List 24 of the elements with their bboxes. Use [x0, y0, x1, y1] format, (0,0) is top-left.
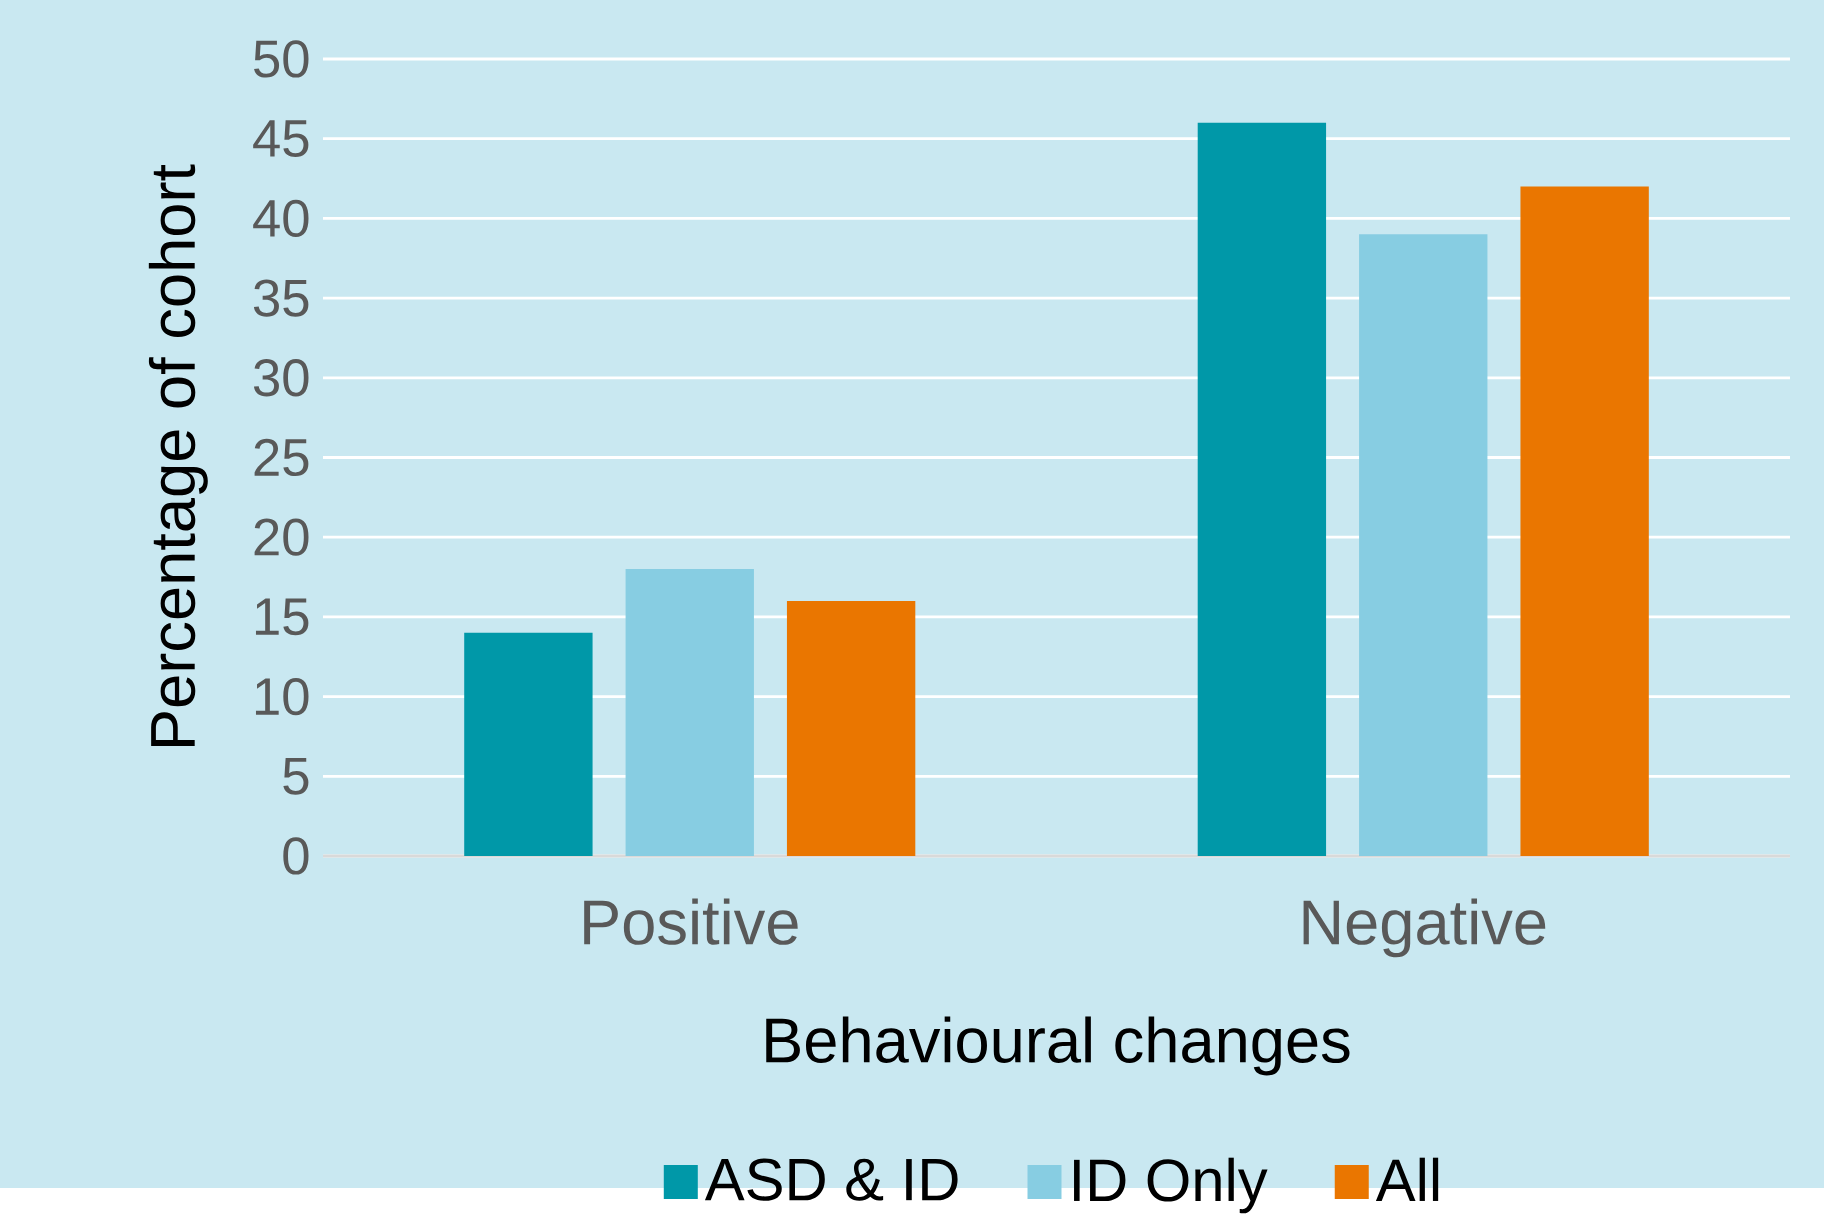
bar [625, 568, 754, 856]
y-tick-label: 35 [253, 279, 309, 317]
y-tick-label: 20 [254, 518, 309, 556]
x-axis-title: Behavioural changes [766, 1016, 1350, 1076]
y-tick-label: 25 [254, 438, 309, 476]
bar [464, 632, 593, 856]
y-tick-label: 15 [255, 598, 309, 636]
legend-label: All [1375, 1157, 1439, 1201]
y-tick-label: 0 [283, 837, 309, 875]
bar [1520, 186, 1649, 856]
y-tick-label: 50 [254, 40, 309, 78]
y-tick-label: 40 [253, 199, 309, 237]
x-tick-label: Negative [1303, 898, 1546, 958]
y-tick-label: 30 [253, 358, 309, 397]
y-tick-label: 10 [255, 677, 309, 716]
x-tick-label: Positive [584, 898, 798, 945]
bar [1197, 122, 1327, 856]
legend-label: ID Only [1074, 1157, 1268, 1214]
bar [1359, 234, 1488, 856]
bar [786, 600, 916, 856]
y-tick-label: 5 [283, 757, 309, 795]
legend-label: ASD & ID [704, 1158, 958, 1201]
y-axis-title: Percentage of cohort [148, 164, 208, 746]
y-tick-label: 45 [253, 120, 309, 157]
